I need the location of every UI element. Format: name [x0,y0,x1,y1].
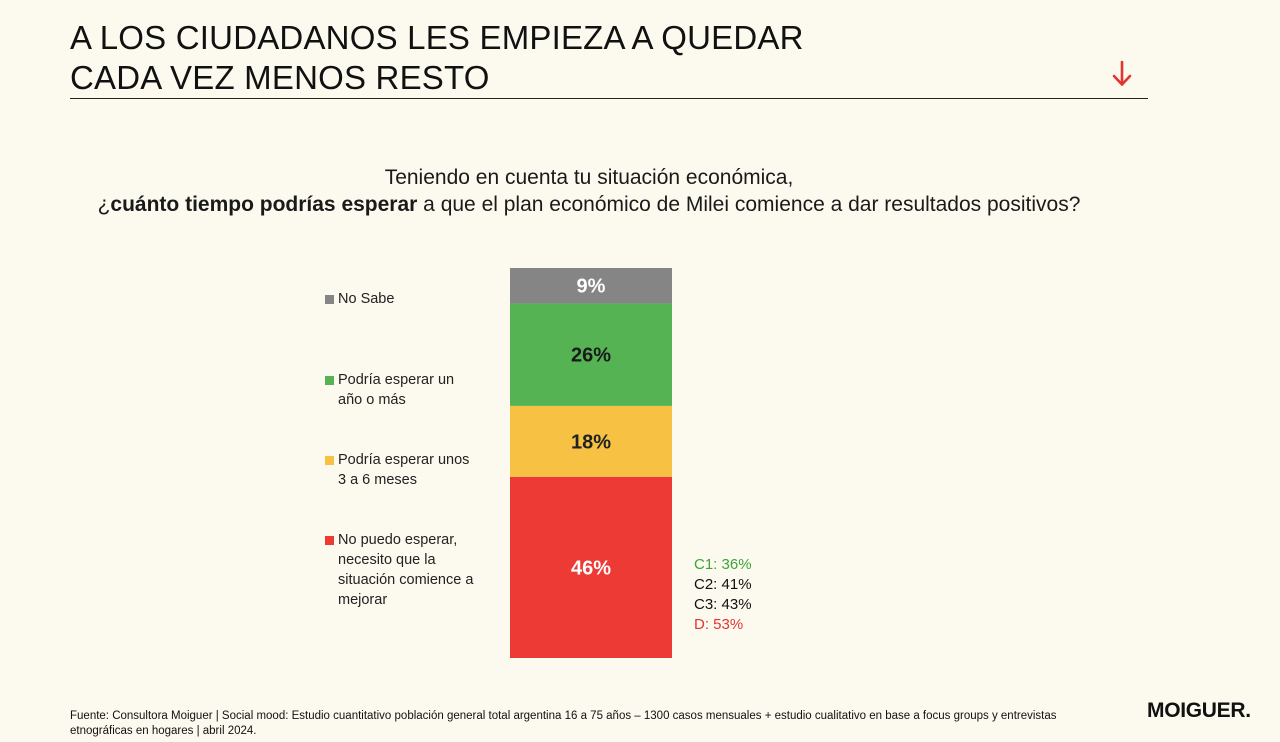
legend-label-un-anio-2: año o más [338,392,406,408]
legend-label-no-puedo-1: No puedo esperar, [338,532,458,548]
source-line-1: Fuente: Consultora Moiguer | Social mood… [70,710,1057,722]
question-line-1: Teniendo en cuenta tu situación económic… [384,166,794,189]
title-line-1: A LOS CIUDADANOS LES EMPIEZA A QUEDAR [70,19,804,56]
question-rest: a que el plan económico de Milei comienc… [417,193,1081,216]
legend-item-un-anio: Podría esperar un año o más [325,370,495,410]
title-divider [70,98,1148,99]
legend-swatch-no-sabe [325,295,334,304]
legend-label-no-sabe: No Sabe [338,291,395,307]
breakdown-c3: C3: 43% [694,596,752,613]
breakdown-c1: C1: 36% [694,556,752,573]
page-title: A LOS CIUDADANOS LES EMPIEZA A QUEDAR CA… [70,18,1070,98]
bar-segment-2 [510,303,672,406]
legend-swatch-no-puedo [325,536,334,545]
arrow-down-icon [1112,60,1132,86]
legend-label-meses-2: 3 a 6 meses [338,472,417,488]
bar-segment-3 [510,268,672,304]
bar-label-0: 46% [571,557,611,579]
survey-question: Teniendo en cuenta tu situación económic… [0,164,1178,218]
legend-swatch-meses [325,456,334,465]
breakdown-c2: C2: 41% [694,576,752,593]
bar-label-2: 26% [571,345,611,367]
legend-label-no-puedo-2: necesito que la [338,552,436,568]
legend-label-un-anio-1: Podría esperar un [338,372,455,388]
question-line-2: ¿cuánto tiempo podrías esperar a que el … [0,191,1178,218]
source-line-2: etnográficas en hogares | abril 2024. [70,725,257,737]
legend-item-no-sabe: No Sabe [325,289,495,309]
title-line-2: CADA VEZ MENOS RESTO [70,59,490,96]
legend-item-no-puedo: No puedo esperar, necesito que la situac… [325,530,495,610]
legend-swatch-un-anio [325,376,334,385]
bar-label-3: 9% [577,276,606,298]
question-emphasis: cuánto tiempo podrías esperar [110,193,418,216]
bar-segment-0 [510,476,672,658]
legend-item-meses: Podría esperar unos 3 a 6 meses [325,450,495,490]
legend-label-no-puedo-3: situación comience a [338,572,474,588]
legend-label-no-puedo-4: mejorar [338,592,388,608]
brand-logo: MOIGUER. [1147,699,1251,722]
breakdown-d: D: 53% [694,616,744,633]
bar-label-1: 18% [571,431,611,453]
segment-breakdown: C1: 36% C2: 41% C3: 43% D: 53% [694,555,752,635]
question-prefix: ¿ [97,193,111,216]
source-note: Fuente: Consultora Moiguer | Social mood… [70,709,1080,739]
bar-segment-1 [510,405,672,477]
legend-label-meses-1: Podría esperar unos [338,452,470,468]
